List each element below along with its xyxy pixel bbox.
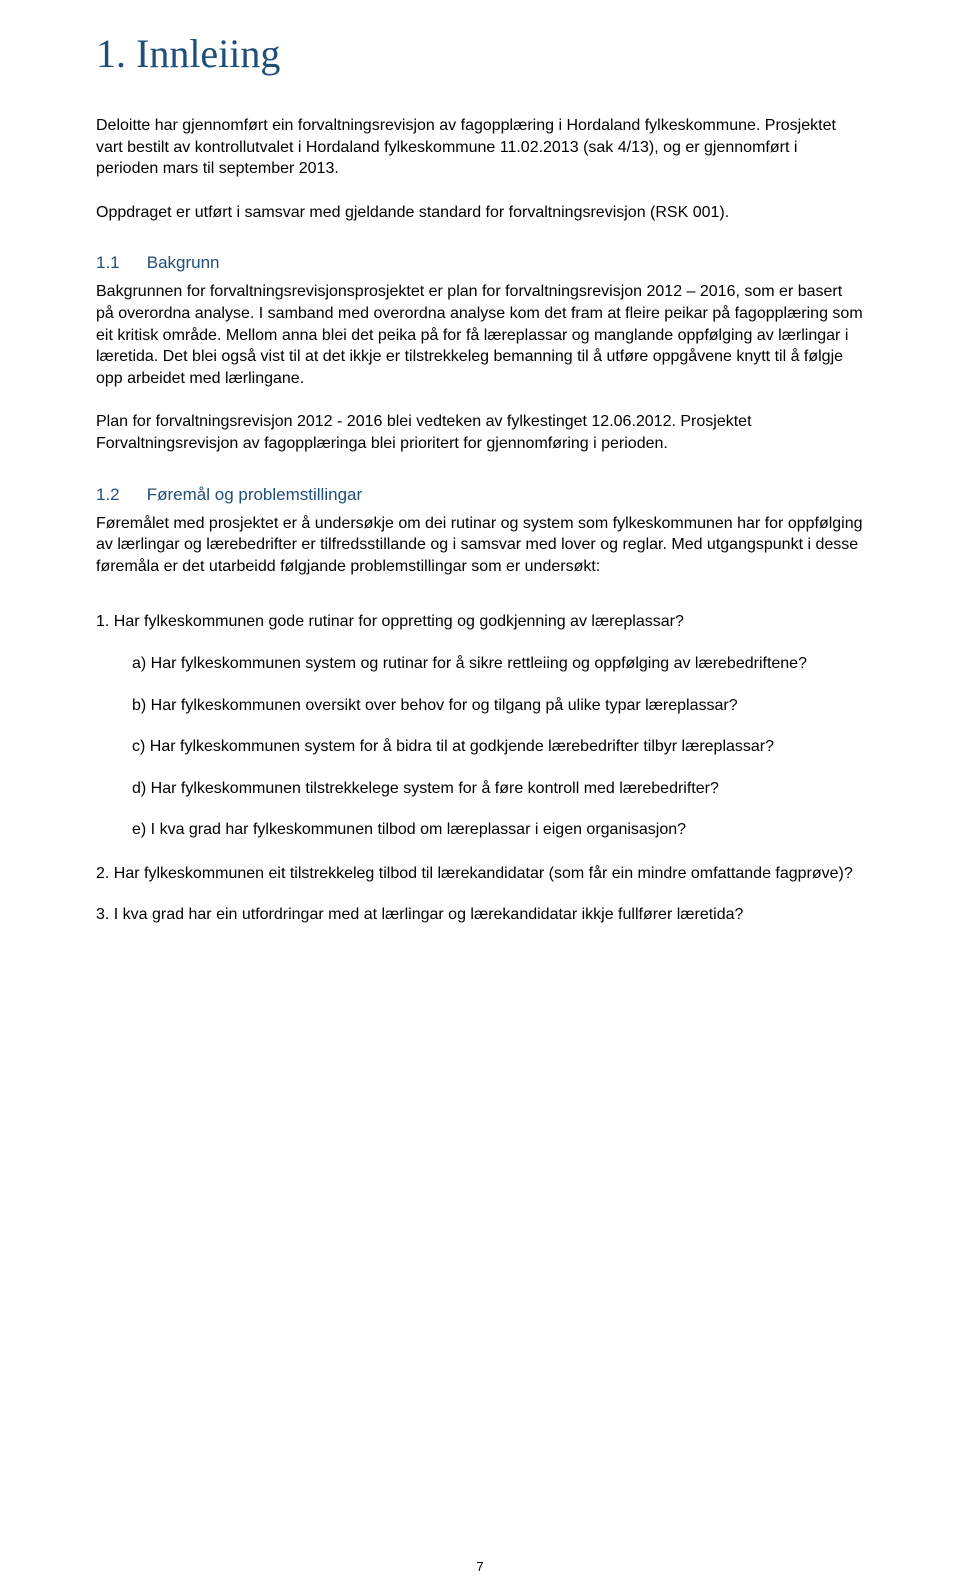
question-1-block: 1. Har fylkeskommunen gode rutinar for o… xyxy=(96,611,864,841)
section-1-2-number: 1.2 xyxy=(96,485,142,505)
question-1-a: a) Har fylkeskommunen system og rutinar … xyxy=(132,653,864,675)
question-1-d: d) Har fylkeskommunen tilstrekkelege sys… xyxy=(132,778,864,800)
section-1-2-title: Føremål og problemstillingar xyxy=(147,485,362,504)
intro-paragraph-2: Oppdraget er utført i samsvar med gjelda… xyxy=(96,202,864,224)
section-1-2-p1: Føremålet med prosjektet er å undersøkje… xyxy=(96,513,864,578)
question-1-subitems: a) Har fylkeskommunen system og rutinar … xyxy=(96,653,864,841)
intro-paragraph-1: Deloitte har gjennomført ein forvaltning… xyxy=(96,115,864,180)
section-1-1-number: 1.1 xyxy=(96,253,142,273)
section-1-1-heading: 1.1 Bakgrunn xyxy=(96,253,864,273)
section-1-2-heading: 1.2 Føremål og problemstillingar xyxy=(96,485,864,505)
question-3: 3. I kva grad har ein utfordringar med a… xyxy=(96,904,864,926)
question-1-b: b) Har fylkeskommunen oversikt over beho… xyxy=(132,695,864,717)
main-heading: 1. Innleiing xyxy=(96,30,864,77)
page-number: 7 xyxy=(0,1559,960,1574)
question-2: 2. Har fylkeskommunen eit tilstrekkeleg … xyxy=(96,863,864,885)
section-1-1-p2: Plan for forvaltningsrevisjon 2012 - 201… xyxy=(96,411,864,454)
section-1-1-p1: Bakgrunnen for forvaltningsrevisjonspros… xyxy=(96,281,864,389)
document-page: 1. Innleiing Deloitte har gjennomført ei… xyxy=(0,0,960,1592)
question-1-lead: 1. Har fylkeskommunen gode rutinar for o… xyxy=(96,611,864,633)
section-1-1-title: Bakgrunn xyxy=(147,253,220,272)
question-1-c: c) Har fylkeskommunen system for å bidra… xyxy=(132,736,864,758)
question-1-e: e) I kva grad har fylkeskommunen tilbod … xyxy=(132,819,864,841)
